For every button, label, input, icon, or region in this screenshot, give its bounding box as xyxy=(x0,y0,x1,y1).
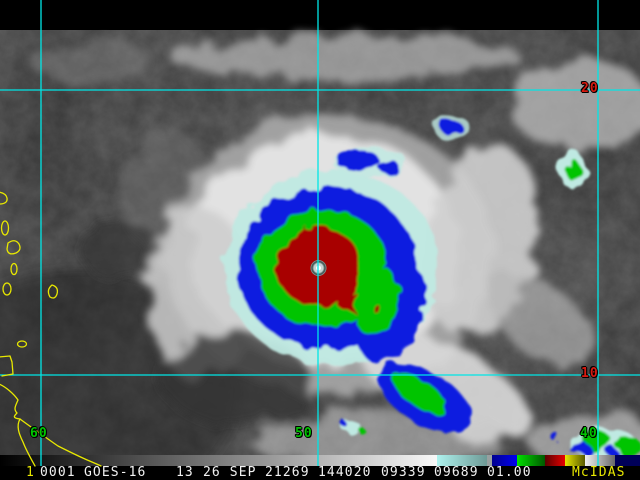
element-label: 09689 xyxy=(434,465,479,480)
image-id-label: 0001 xyxy=(40,465,76,480)
magnification-label: 01.00 xyxy=(487,465,532,480)
hurricane-eye xyxy=(310,260,327,276)
longitude-label-60w: 60 xyxy=(30,426,48,441)
julian-day-label: 21269 xyxy=(265,465,310,480)
line-label: 09339 xyxy=(381,465,426,480)
time-label: 144020 xyxy=(318,465,372,480)
enhancement-colorbar xyxy=(0,455,640,466)
status-bar: 1 0001 GOES-16 13 26 SEP 21269 144020 09… xyxy=(0,466,640,480)
longitude-label-50w: 50 xyxy=(295,426,313,441)
storm-enhancement xyxy=(224,115,640,459)
band-label: 13 xyxy=(176,465,194,480)
latitude-label-20n: 20 xyxy=(581,81,599,96)
satellite-label: GOES-16 xyxy=(84,465,147,480)
date-label: 26 SEP xyxy=(203,465,257,480)
longitude-label-40w: 40 xyxy=(580,426,598,441)
frame-number-label: 1 xyxy=(26,465,35,480)
latitude-label-10n: 10 xyxy=(581,366,599,381)
mcidas-brand-label: McIDAS xyxy=(572,465,626,480)
